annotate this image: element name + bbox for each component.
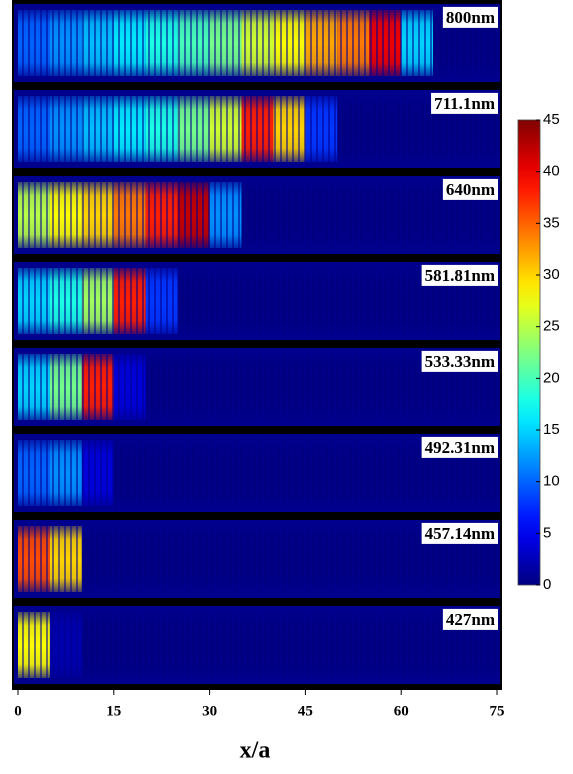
fade-overlay — [14, 176, 500, 254]
panel-label: 533.33nm — [425, 352, 495, 371]
colorbar-tick-label: 15 — [543, 421, 560, 438]
panel-label: 800nm — [446, 8, 495, 27]
fade-overlay — [14, 4, 500, 82]
colorbar-tick-label: 30 — [543, 266, 560, 283]
colorbar-tick-label: 35 — [543, 214, 560, 231]
colorbar-tick-label: 25 — [543, 318, 560, 335]
colorbar-tick-label: 10 — [543, 473, 560, 490]
x-tick-label: 0 — [14, 703, 22, 719]
panel-label: 457.14nm — [425, 524, 495, 543]
panel-label: 640nm — [446, 180, 495, 199]
figure: x/a 800nm 711.1nm 640nm 581.81nm 533.33nm 492… — [0, 0, 573, 774]
x-axis-label: x/a — [240, 738, 271, 764]
colorbar — [518, 120, 540, 585]
panel-label: 711.1nm — [434, 94, 495, 113]
x-tick-label: 75 — [490, 703, 505, 719]
panel-label: 492.31nm — [425, 438, 495, 457]
fade-overlay — [14, 90, 500, 168]
fade-overlay — [14, 606, 500, 684]
x-tick-label: 60 — [394, 703, 409, 719]
colorbar-tick-label: 40 — [543, 163, 560, 180]
colorbar-tick-label: 5 — [543, 524, 551, 541]
x-tick-label: 45 — [298, 703, 313, 719]
colorbar-tick-label: 0 — [543, 576, 551, 593]
colorbar-tick-label: 20 — [543, 369, 560, 386]
colorbar-tick-label: 45 — [543, 111, 560, 128]
x-tick-label: 15 — [106, 703, 121, 719]
x-tick-label: 30 — [202, 703, 217, 719]
panel-label: 581.81nm — [425, 266, 495, 285]
panel-label: 427nm — [446, 610, 495, 629]
